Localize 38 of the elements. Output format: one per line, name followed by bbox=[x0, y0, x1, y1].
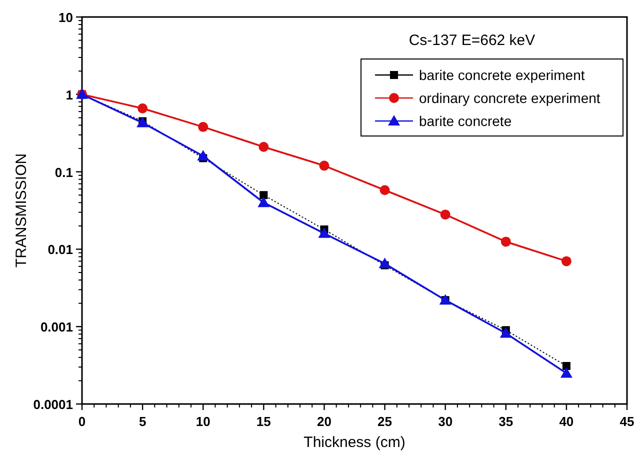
x-tick-label: 45 bbox=[620, 414, 634, 429]
point bbox=[138, 103, 148, 114]
x-tick-label: 35 bbox=[498, 414, 514, 429]
point bbox=[561, 256, 572, 266]
point bbox=[562, 362, 570, 370]
point bbox=[378, 258, 391, 268]
legend-label: barite concrete experiment bbox=[419, 67, 585, 83]
point bbox=[258, 142, 269, 152]
point bbox=[260, 191, 268, 200]
point bbox=[319, 160, 330, 171]
point bbox=[198, 122, 208, 132]
y-tick-label: 0.0001 bbox=[33, 397, 73, 412]
x-tick-label: 15 bbox=[256, 414, 271, 429]
point bbox=[197, 150, 210, 160]
legend-title: Cs-137 E=662 keV bbox=[408, 32, 536, 49]
x-tick-label: 30 bbox=[438, 414, 453, 429]
legend-label: barite concrete bbox=[419, 113, 512, 129]
point bbox=[560, 367, 572, 378]
y-tick-label: 0.01 bbox=[48, 242, 73, 258]
y-axis-title: TRANSMISSION bbox=[13, 153, 30, 268]
point bbox=[258, 196, 270, 208]
point bbox=[318, 227, 330, 238]
legend-label: ordinary concrete experiment bbox=[419, 90, 600, 106]
x-tick-label: 10 bbox=[196, 414, 210, 429]
y-tick-label: 10 bbox=[58, 10, 73, 25]
x-tick-label: 20 bbox=[316, 414, 332, 429]
y-tick-label: 1 bbox=[66, 87, 73, 102]
x-tick-label: 0 bbox=[78, 414, 86, 429]
x-tick-label: 40 bbox=[559, 414, 574, 429]
point bbox=[380, 185, 390, 196]
y-tick-label: 0.001 bbox=[40, 320, 73, 335]
y-tick-label: 0.1 bbox=[54, 164, 73, 180]
x-tick-label: 5 bbox=[138, 414, 146, 429]
point bbox=[500, 327, 512, 338]
x-tick-label: 25 bbox=[378, 414, 392, 429]
x-axis-title: Thickness (cm) bbox=[304, 434, 406, 451]
point bbox=[440, 210, 450, 220]
point bbox=[500, 236, 511, 247]
